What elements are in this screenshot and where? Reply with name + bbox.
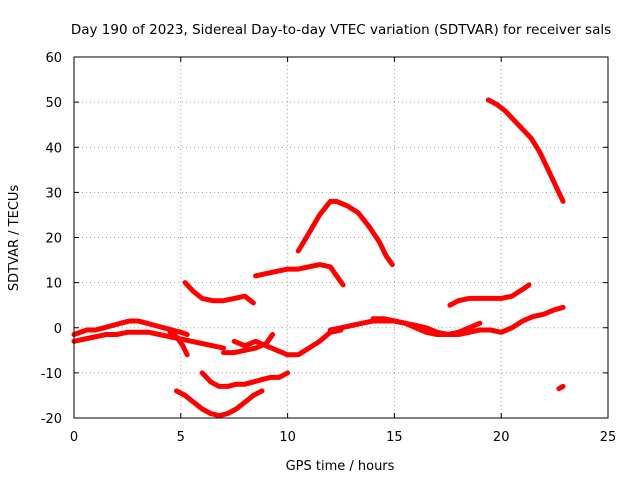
series-arc-8 [370,316,483,337]
x-tick-label: 10 [279,430,296,445]
y-tick-label: -10 [41,367,62,382]
series-arc-12 [174,388,265,419]
grid-lines [74,57,608,418]
series-arc-14 [485,97,566,204]
x-axis-label: GPS time / hours [286,459,395,474]
x-tick-label: 25 [600,430,617,445]
series-arc-4 [182,280,256,306]
x-tick-label: 0 [70,430,78,445]
series-arc-6 [231,327,344,358]
axes: 0 5 10 15 20 25 -20 -10 0 10 20 30 40 50 60 [41,51,617,445]
y-tick-label: 60 [45,51,62,66]
y-tick-label: 20 [45,232,62,247]
series-arc-3 [167,329,190,358]
x-tick-label: 15 [386,430,403,445]
chart-title: Day 190 of 2023, Sidereal Day-to-day VTE… [71,22,611,38]
series-arc-7 [327,304,566,337]
y-tick-label: 30 [45,186,62,201]
series-arc-2 [71,329,226,351]
y-tick-label: -20 [41,412,62,427]
y-tick-label: 40 [45,141,62,156]
series-arc-11 [199,370,291,389]
series-arc-9 [253,262,346,288]
y-tick-label: 0 [54,322,62,337]
y-tick-label: 10 [45,277,62,292]
series-arc-10 [295,198,395,268]
series-arc-15 [556,383,566,392]
series-arc-13 [447,282,532,308]
series-arc-1 [71,318,190,337]
data-series [71,97,566,419]
y-tick-label: 50 [45,96,62,111]
x-tick-label: 5 [177,430,185,445]
x-tick-label: 20 [493,430,510,445]
series-arc-5 [221,332,276,356]
y-axis-label: SDTVAR / TECUs [7,185,22,292]
